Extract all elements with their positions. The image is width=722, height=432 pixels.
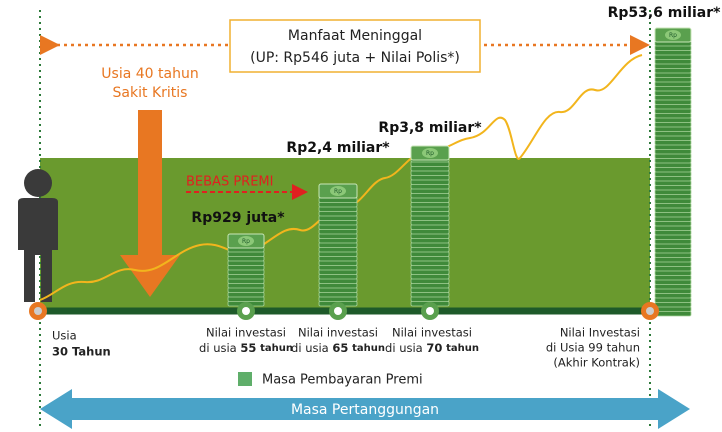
milestone-label: di usia 70 tahun xyxy=(385,341,479,355)
value-label: Rp53,6 miliar* xyxy=(608,5,722,21)
milestone-prefix: di usia xyxy=(291,341,329,355)
legend-swatch xyxy=(238,372,252,386)
timeline-dot-center xyxy=(334,307,342,315)
timeline-dot-center xyxy=(34,307,42,315)
money-stack: Rp xyxy=(411,146,449,306)
bill-symbol: Rp xyxy=(242,238,250,245)
illness-label: Usia 40 tahun xyxy=(101,66,198,82)
milestone-label: di Usia 99 tahun xyxy=(546,341,640,355)
milestone-suffix: tahun xyxy=(352,343,385,354)
milestone-label: Nilai investasi xyxy=(298,326,378,340)
waiver-label: BEBAS PREMI xyxy=(186,175,273,190)
benefit-title: Manfaat Meninggal xyxy=(288,28,422,44)
milestone-age: 70 xyxy=(426,341,442,355)
milestone-suffix: tahun xyxy=(260,343,293,354)
milestone-label: 30 Tahun xyxy=(52,345,111,359)
bill-symbol: Rp xyxy=(334,188,342,195)
page: {"death_benefit": {"title": "Manfaat Men… xyxy=(0,0,722,432)
milestone-label: Usia xyxy=(52,329,77,343)
legend-label: Masa Pembayaran Premi xyxy=(262,373,423,388)
bill-symbol: Rp xyxy=(426,150,434,157)
money-stack: Rp xyxy=(655,28,691,316)
benefit-detail: (UP: Rp546 juta + Nilai Polis*) xyxy=(250,50,460,66)
coverage-label: Masa Pertanggungan xyxy=(291,402,439,418)
milestone-age: 55 xyxy=(240,341,256,355)
milestone-label: di usia 65 tahun xyxy=(291,341,385,355)
milestone-labels: Usia 30 Tahun Nilai investasi di usia 55… xyxy=(52,326,640,370)
milestone-label: Nilai investasi xyxy=(392,326,472,340)
bill-symbol: Rp xyxy=(669,32,677,39)
milestone-prefix: di usia xyxy=(385,341,423,355)
timeline-dot-center xyxy=(242,307,250,315)
milestone-suffix: tahun xyxy=(446,343,479,354)
money-stack: Rp xyxy=(319,184,357,306)
milestone-label: di usia 55 tahun xyxy=(199,341,293,355)
value-label: Rp3,8 miliar* xyxy=(378,120,482,136)
milestone-age: 65 xyxy=(332,341,348,355)
milestone-prefix: di usia xyxy=(199,341,237,355)
value-label: Rp2,4 miliar* xyxy=(286,140,390,156)
illness-label: Sakit Kritis xyxy=(113,85,188,101)
milestone-label: Nilai Investasi xyxy=(560,326,640,340)
milestone-label: Nilai investasi xyxy=(206,326,286,340)
infographic: Manfaat Meninggal (UP: Rp546 juta + Nila… xyxy=(0,0,722,432)
timeline-dot-center xyxy=(646,307,654,315)
timeline-dot-center xyxy=(426,307,434,315)
money-stack: Rp xyxy=(228,234,264,306)
milestone-label: (Akhir Kontrak) xyxy=(553,356,640,370)
value-label: Rp929 juta* xyxy=(191,210,285,226)
